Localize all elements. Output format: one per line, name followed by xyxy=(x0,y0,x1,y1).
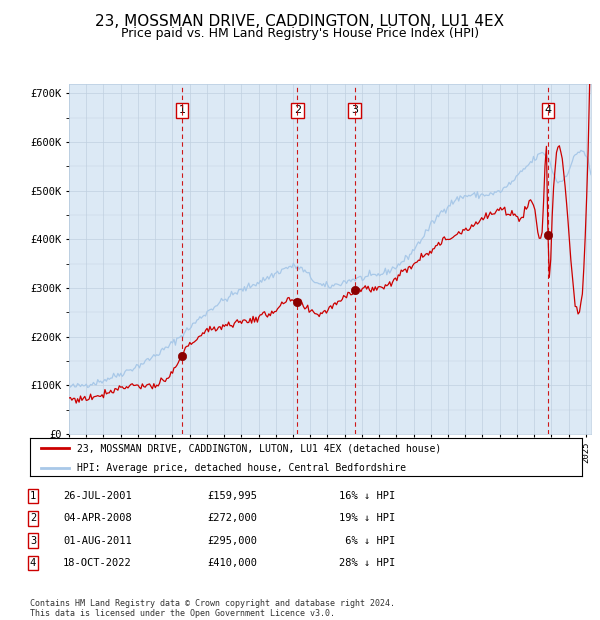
Text: 26-JUL-2001: 26-JUL-2001 xyxy=(63,491,132,501)
Text: 1: 1 xyxy=(179,105,185,115)
Text: 4: 4 xyxy=(544,105,551,115)
Text: 3: 3 xyxy=(30,536,36,546)
Text: £295,000: £295,000 xyxy=(207,536,257,546)
Text: 23, MOSSMAN DRIVE, CADDINGTON, LUTON, LU1 4EX (detached house): 23, MOSSMAN DRIVE, CADDINGTON, LUTON, LU… xyxy=(77,443,441,453)
Text: 04-APR-2008: 04-APR-2008 xyxy=(63,513,132,523)
Text: Price paid vs. HM Land Registry's House Price Index (HPI): Price paid vs. HM Land Registry's House … xyxy=(121,27,479,40)
Text: 23, MOSSMAN DRIVE, CADDINGTON, LUTON, LU1 4EX: 23, MOSSMAN DRIVE, CADDINGTON, LUTON, LU… xyxy=(95,14,505,29)
Text: 16% ↓ HPI: 16% ↓ HPI xyxy=(339,491,395,501)
Text: 28% ↓ HPI: 28% ↓ HPI xyxy=(339,558,395,568)
Text: 2: 2 xyxy=(30,513,36,523)
Text: 01-AUG-2011: 01-AUG-2011 xyxy=(63,536,132,546)
Text: £159,995: £159,995 xyxy=(207,491,257,501)
Text: 18-OCT-2022: 18-OCT-2022 xyxy=(63,558,132,568)
Text: 3: 3 xyxy=(351,105,358,115)
Text: 2: 2 xyxy=(294,105,301,115)
Text: £272,000: £272,000 xyxy=(207,513,257,523)
Text: HPI: Average price, detached house, Central Bedfordshire: HPI: Average price, detached house, Cent… xyxy=(77,463,406,472)
Text: 6% ↓ HPI: 6% ↓ HPI xyxy=(339,536,395,546)
Text: 4: 4 xyxy=(30,558,36,568)
Text: 19% ↓ HPI: 19% ↓ HPI xyxy=(339,513,395,523)
Text: Contains HM Land Registry data © Crown copyright and database right 2024.
This d: Contains HM Land Registry data © Crown c… xyxy=(30,599,395,618)
Text: 1: 1 xyxy=(30,491,36,501)
Text: £410,000: £410,000 xyxy=(207,558,257,568)
